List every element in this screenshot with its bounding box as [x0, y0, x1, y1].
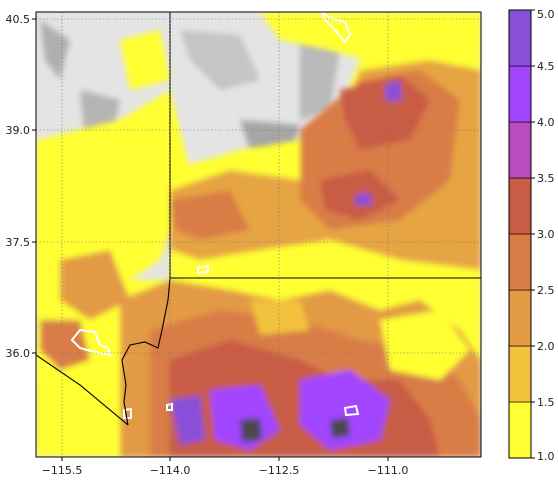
colorbar-ticks: 1.0 1.5 2.0 2.5 3.0 3.5 4.0 4.5 5.0 — [531, 8, 555, 463]
x-tick-label: −114.0 — [150, 464, 191, 477]
x-tick-label: −115.5 — [42, 464, 83, 477]
colorbar-tick-label: 2.0 — [537, 340, 555, 353]
colorbar-tick-label: 3.5 — [537, 172, 555, 185]
x-tick-label: −112.5 — [259, 464, 300, 477]
colorbar-tick-label: 4.5 — [537, 60, 555, 73]
nevada-arizona-border — [121, 277, 171, 426]
y-tick-label: 40.5 — [6, 13, 31, 26]
colorbar-tick-label: 1.0 — [537, 450, 555, 463]
colorbar-segment — [508, 121, 532, 179]
colorbar-tick-label: 5.0 — [537, 8, 555, 21]
map-frame — [35, 11, 482, 458]
y-axis: 40.5 39.0 37.5 36.0 — [6, 13, 36, 360]
colorbar-tick-label: 1.5 — [537, 396, 555, 409]
y-tick-label: 37.5 — [6, 236, 31, 249]
colorbar-tick-label: 2.5 — [537, 284, 555, 297]
map-panel — [36, 12, 481, 457]
colorbar-segment — [508, 289, 532, 347]
colorbar-tick-label: 3.0 — [537, 228, 555, 241]
colorbar-segment — [508, 177, 532, 235]
snow-contours — [70, 12, 360, 419]
y-tick-label: 39.0 — [6, 124, 31, 137]
precip-field — [36, 12, 481, 457]
grid-lines — [36, 12, 481, 457]
colorbar-segments — [508, 9, 532, 459]
colorbar-segment — [508, 233, 532, 291]
colorbar: 1.0 1.5 2.0 2.5 3.0 3.5 4.0 4.5 5.0 — [508, 8, 555, 463]
x-tick-label: −111.0 — [368, 464, 409, 477]
colorbar-tick-label: 4.0 — [537, 116, 555, 129]
colorbar-segment — [508, 401, 532, 459]
x-axis: −115.5 −114.0 −112.5 −111.0 — [42, 457, 409, 477]
nevada-california-border — [36, 354, 129, 426]
colorbar-segment — [508, 9, 532, 67]
colorbar-segment — [508, 345, 532, 403]
colorbar-segment — [508, 65, 532, 123]
y-tick-label: 36.0 — [6, 347, 31, 360]
